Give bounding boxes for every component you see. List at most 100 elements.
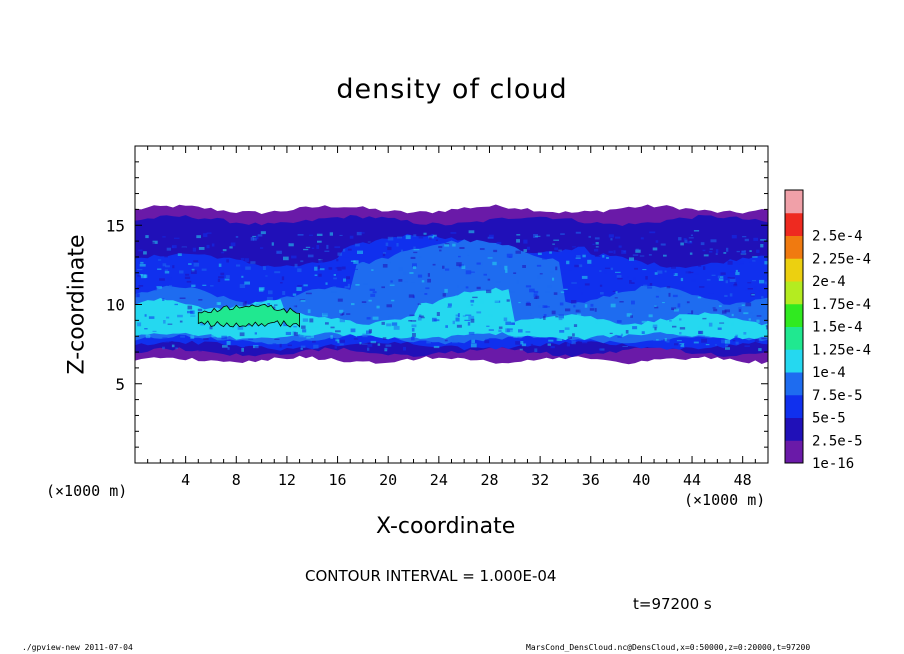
cloud-texture-cell — [698, 331, 702, 334]
cloud-texture-cell — [580, 291, 584, 295]
cloud-texture-cell — [721, 339, 727, 344]
cloud-texture-cell — [742, 236, 747, 238]
cloud-texture-cell — [727, 256, 733, 258]
colorbar-swatch — [785, 281, 803, 305]
cloud-texture-cell — [708, 322, 713, 327]
cloud-texture-cell — [697, 326, 701, 329]
cloud-texture-cell — [308, 293, 313, 296]
cloud-texture-cell — [384, 347, 388, 352]
cloud-texture-cell — [743, 332, 747, 335]
x-tick-label: 36 — [582, 471, 600, 489]
cloud-texture-cell — [217, 267, 221, 271]
cloud-texture-cell — [417, 303, 422, 305]
cloud-texture-cell — [704, 334, 709, 337]
cloud-texture-cell — [351, 284, 356, 288]
cloud-texture-cell — [515, 250, 521, 254]
cloud-texture-cell — [452, 243, 456, 247]
cloud-texture-cell — [300, 345, 306, 348]
cloud-texture-cell — [487, 257, 493, 259]
cloud-texture-cell — [219, 241, 225, 243]
cloud-texture-cell — [385, 344, 392, 347]
cloud-texture-cell — [267, 303, 271, 306]
cloud-texture-cell — [366, 317, 371, 320]
cloud-texture-cell — [545, 238, 550, 242]
cloud-texture-cell — [363, 303, 368, 306]
cloud-texture-cell — [499, 265, 502, 269]
cloud-texture-cell — [594, 248, 599, 252]
cloud-texture-cell — [331, 290, 337, 293]
cloud-texture-cell — [218, 263, 222, 267]
cloud-texture-cell — [193, 262, 200, 267]
cloud-texture-cell — [346, 276, 350, 280]
cloud-texture-cell — [333, 274, 336, 276]
cloud-texture-cell — [229, 246, 233, 249]
cloud-texture-cell — [162, 298, 165, 301]
cloud-texture-cell — [558, 314, 564, 319]
cloud-texture-cell — [751, 293, 755, 296]
cloud-texture-cell — [303, 284, 308, 287]
cloud-texture-cell — [720, 272, 726, 275]
colorbar-tick-label: 2.5e-4 — [812, 229, 863, 245]
cloud-texture-cell — [731, 235, 737, 239]
cloud-texture-cell — [543, 314, 547, 317]
cloud-texture-cell — [151, 241, 155, 245]
cloud-texture-cell — [741, 250, 746, 253]
cloud-texture-cell — [455, 314, 459, 317]
cloud-texture-cell — [493, 249, 498, 253]
cloud-texture-cell — [408, 294, 415, 298]
cloud-texture-cell — [630, 315, 633, 318]
cloud-texture-cell — [257, 234, 263, 237]
x-tick-label: 44 — [683, 471, 701, 489]
cloud-texture-cell — [731, 322, 734, 326]
cloud-texture-cell — [673, 273, 678, 276]
cloud-texture-cell — [740, 321, 747, 324]
cloud-texture-cell — [577, 287, 581, 290]
cloud-texture-cell — [536, 264, 542, 267]
cloud-texture-cell — [599, 250, 602, 254]
cloud-texture-cell — [751, 280, 757, 282]
cloud-texture-cell — [222, 249, 227, 252]
cloud-texture-cell — [554, 247, 559, 251]
cloud-texture-cell — [610, 238, 613, 241]
cloud-texture-cell — [411, 324, 417, 328]
cloud-texture-cell — [608, 250, 613, 254]
cloud-texture-cell — [458, 255, 461, 258]
x-tick-label: 12 — [278, 471, 296, 489]
cloud-texture-cell — [584, 304, 588, 308]
cloud-texture-cell — [636, 345, 641, 347]
cloud-texture-cell — [617, 278, 623, 280]
cloud-texture-cell — [684, 270, 689, 274]
cloud-texture-cell — [319, 268, 325, 271]
cloud-texture-cell — [410, 320, 417, 322]
cloud-texture-cell — [738, 307, 742, 309]
cloud-texture-cell — [740, 249, 744, 251]
cloud-texture-cell — [409, 272, 414, 274]
cloud-texture-cell — [680, 344, 685, 348]
cloud-texture-cell — [555, 315, 559, 318]
cloud-texture-cell — [418, 315, 424, 318]
cloud-texture-cell — [728, 332, 734, 335]
cloud-texture-cell — [534, 332, 537, 336]
cloud-texture-cell — [299, 335, 304, 339]
cloud-texture-cell — [511, 322, 515, 325]
cloud-texture-cell — [264, 262, 268, 266]
cloud-texture-cell — [163, 320, 166, 324]
cloud-texture-cell — [709, 248, 713, 250]
cloud-texture-cell — [737, 304, 742, 306]
cloud-texture-cell — [152, 330, 157, 332]
colorbar-tick-label: 2.25e-4 — [812, 251, 871, 267]
cloud-texture-cell — [411, 328, 415, 332]
cloud-texture-cell — [439, 301, 445, 304]
cloud-texture-cell — [536, 274, 542, 279]
cloud-texture-cell — [603, 270, 608, 274]
cloud-texture-cell — [333, 277, 337, 280]
cloud-texture-cell — [347, 248, 352, 251]
colorbar-tick-label: 1.5e-4 — [812, 320, 863, 336]
cloud-texture-cell — [742, 329, 746, 332]
cloud-texture-cell — [427, 278, 431, 283]
cloud-texture-cell — [573, 324, 578, 327]
cloud-texture-cell — [307, 254, 314, 258]
cloud-texture-cell — [387, 236, 394, 241]
cloud-texture-cell — [283, 322, 288, 327]
cloud-texture-cell — [659, 234, 662, 238]
